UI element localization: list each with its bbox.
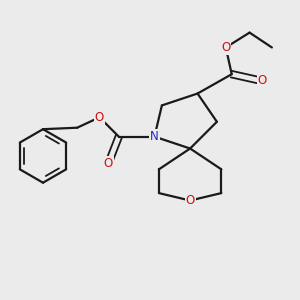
Text: O: O <box>185 194 195 207</box>
Text: O: O <box>221 41 230 54</box>
Text: O: O <box>95 111 104 124</box>
Text: N: N <box>150 130 159 143</box>
Text: O: O <box>258 74 267 87</box>
Text: O: O <box>104 157 113 170</box>
